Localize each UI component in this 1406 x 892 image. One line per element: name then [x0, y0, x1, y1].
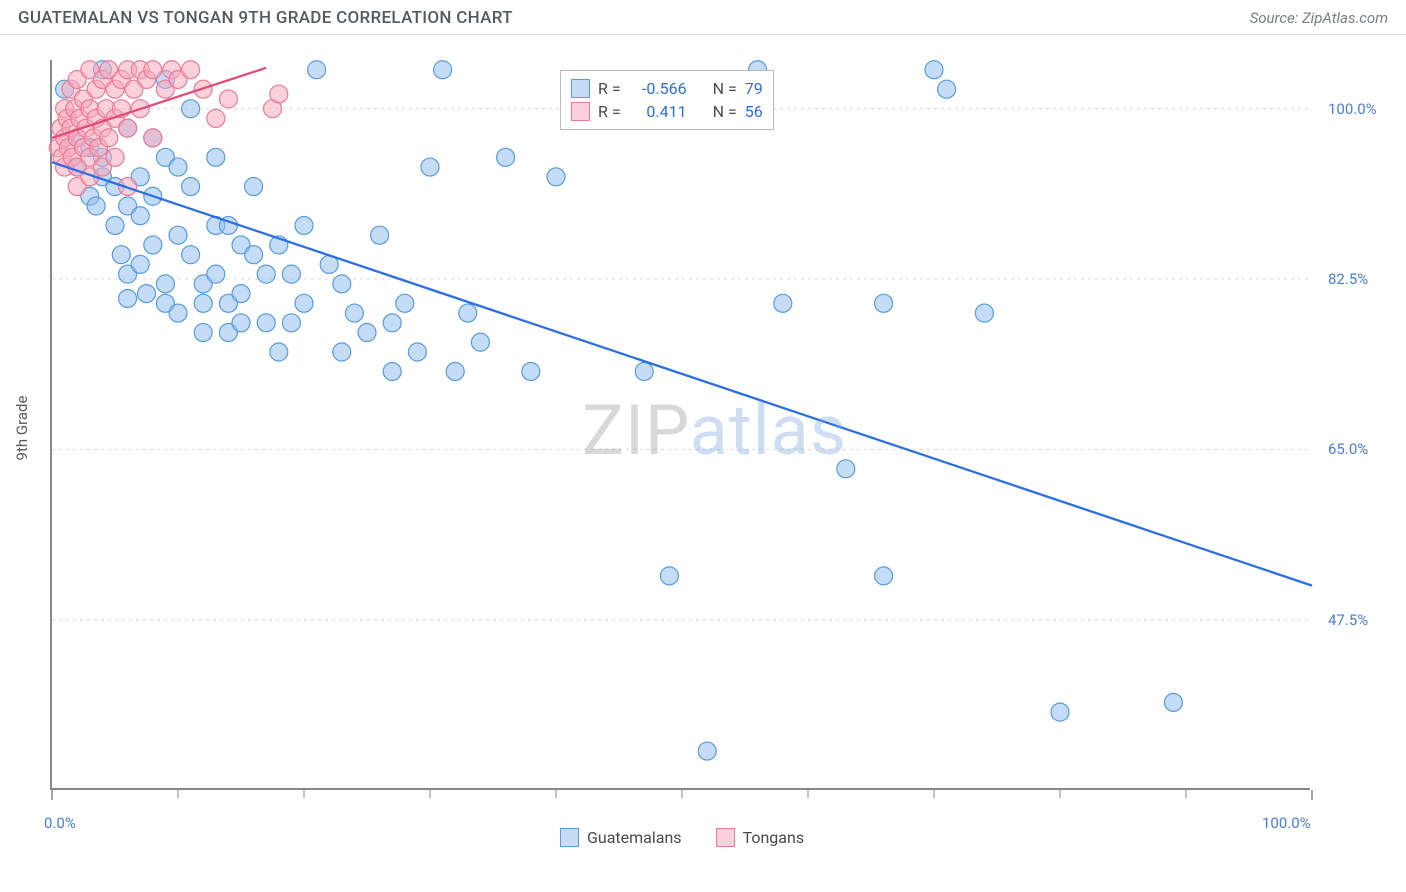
stats-box: R = -0.566 N = 79 R = 0.411 N = 56	[560, 70, 774, 130]
swatch-series-0	[571, 79, 590, 98]
swatch-series-1	[571, 102, 590, 121]
x-tick-label: 100.0%	[1262, 814, 1311, 832]
stats-row-0: R = -0.566 N = 79	[571, 77, 763, 100]
chart-title: GUATEMALAN VS TONGAN 9TH GRADE CORRELATI…	[18, 8, 513, 28]
y-tick-label: 65.0%	[1328, 440, 1368, 458]
r-value-0: -0.566	[629, 77, 687, 100]
stats-row-1: R = 0.411 N = 56	[571, 100, 763, 123]
r-value-1: 0.411	[629, 100, 687, 123]
legend-label-1: Tongans	[743, 828, 805, 847]
y-tick-label: 47.5%	[1328, 611, 1368, 629]
x-tick-label: 0.0%	[44, 814, 76, 832]
legend-bottom: Guatemalans Tongans	[560, 828, 804, 847]
plot-wrap: 9th Grade ZIPatlas R = -0.566 N = 79	[50, 48, 1390, 808]
r-label-1: R =	[598, 100, 621, 123]
scatter-svg	[52, 60, 1310, 788]
y-tick-label: 100.0%	[1328, 100, 1377, 118]
r-label-0: R =	[598, 77, 621, 100]
legend-swatch-1	[716, 828, 735, 847]
plot-area: ZIPatlas R = -0.566 N = 79 R = 0.411	[50, 60, 1310, 790]
legend-label-0: Guatemalans	[587, 828, 682, 847]
header: GUATEMALAN VS TONGAN 9TH GRADE CORRELATI…	[0, 0, 1406, 35]
n-label-1: N =	[713, 100, 737, 123]
legend-item-0: Guatemalans	[560, 828, 682, 847]
source-label: Source: ZipAtlas.com	[1250, 9, 1388, 27]
legend-item-1: Tongans	[716, 828, 805, 847]
n-value-1: 56	[745, 100, 763, 123]
chart-container: GUATEMALAN VS TONGAN 9TH GRADE CORRELATI…	[0, 0, 1406, 892]
y-tick-label: 82.5%	[1328, 270, 1368, 288]
n-value-0: 79	[745, 77, 763, 100]
legend-swatch-0	[560, 828, 579, 847]
n-label-0: N =	[713, 77, 737, 100]
y-axis-label: 9th Grade	[13, 396, 31, 461]
